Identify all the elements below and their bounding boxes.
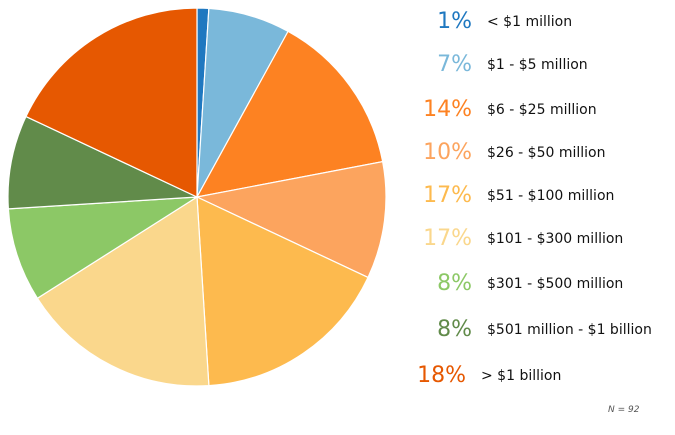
legend-percent: 7% (437, 52, 472, 77)
legend-label: $1 - $5 million (487, 57, 588, 73)
pie-slice-8 (7, 115, 198, 210)
pie-slice-9 (25, 7, 198, 198)
legend-percent: 8% (437, 271, 472, 296)
legend-item: 17% $101 - $300 million (0, 224, 623, 254)
sample-size-note: N = 92 (608, 405, 640, 415)
pie-slice-3 (195, 30, 384, 198)
legend-percent: 17% (423, 226, 472, 251)
legend-label: > $1 billion (481, 368, 562, 384)
pie-slice-5 (196, 196, 369, 387)
legend-item: 8% $301 - $500 million (0, 269, 623, 299)
legend-label: < $1 million (487, 14, 573, 30)
legend-percent: 8% (437, 317, 472, 342)
legend-item: 8% $501 million - $1 billion (0, 315, 652, 345)
legend-percent: 18% (417, 363, 466, 388)
legend-label: $301 - $500 million (487, 276, 624, 292)
legend-label: $6 - $25 million (487, 102, 597, 118)
legend-label: $501 million - $1 billion (487, 322, 652, 338)
legend-percent: 10% (423, 140, 472, 165)
legend-label: $101 - $300 million (487, 231, 624, 247)
pie-slice-4 (195, 160, 387, 279)
pie-slice-6 (36, 195, 210, 387)
legend-item: 7% $1 - $5 million (0, 50, 588, 80)
legend-item: 14% $6 - $25 million (0, 95, 596, 125)
legend-percent: 1% (437, 9, 472, 34)
legend-label: $26 - $50 million (487, 145, 606, 161)
pie-chart (7, 7, 387, 387)
legend-percent: 14% (423, 97, 472, 122)
legend-item: 17% $51 - $100 million (0, 181, 614, 211)
legend-percent: 17% (423, 183, 472, 208)
legend-item: 1% < $1 million (0, 7, 572, 37)
pie-slice-7 (7, 196, 198, 300)
legend-item: 18% > $1 billion (0, 361, 561, 391)
legend-item: 10% $26 - $50 million (0, 138, 605, 168)
legend-label: $51 - $100 million (487, 188, 615, 204)
